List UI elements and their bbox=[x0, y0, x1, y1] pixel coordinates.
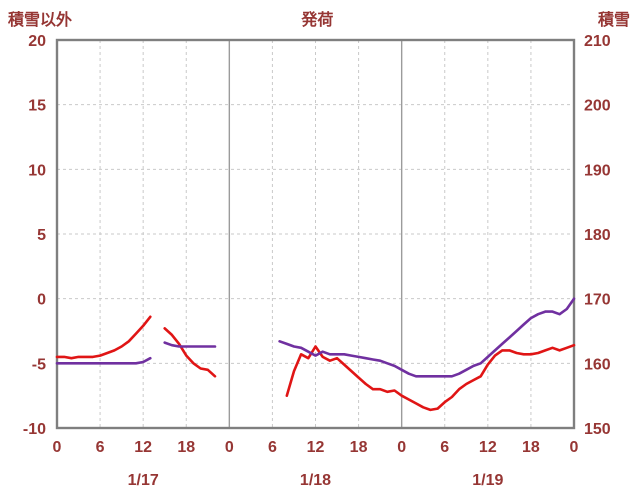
y-axis-label-right: 150 bbox=[584, 421, 611, 438]
series-line-purple-right-axis bbox=[55, 297, 576, 378]
x-axis-label: 12 bbox=[479, 439, 497, 456]
x-axis-label: 6 bbox=[440, 439, 449, 456]
y-axis-label-left: 5 bbox=[37, 227, 46, 244]
x-axis-label: 6 bbox=[96, 439, 105, 456]
day-label: 1/18 bbox=[300, 472, 331, 489]
x-axis-label: 0 bbox=[570, 439, 579, 456]
x-axis-label: 12 bbox=[307, 439, 325, 456]
y-axis-label-left: -10 bbox=[23, 421, 46, 438]
x-axis-label: 6 bbox=[268, 439, 277, 456]
y-axis-label-right: 190 bbox=[584, 162, 611, 179]
x-axis-label: 12 bbox=[134, 439, 152, 456]
y-axis-label-right: 180 bbox=[584, 227, 611, 244]
chart-title: 発荷 bbox=[301, 12, 334, 29]
x-axis-label: 0 bbox=[225, 439, 234, 456]
y-axis-label-left: -5 bbox=[32, 356, 46, 373]
x-axis-label: 0 bbox=[397, 439, 406, 456]
y-axis-label-right: 170 bbox=[584, 292, 611, 309]
day-label: 1/17 bbox=[128, 472, 159, 489]
day-label: 1/19 bbox=[472, 472, 503, 489]
y-axis-label-left: 20 bbox=[28, 33, 46, 50]
series-line-red-left-axis bbox=[55, 315, 576, 412]
y-axis-label-left: 15 bbox=[28, 98, 46, 115]
y-axis-label-left: 10 bbox=[28, 162, 46, 179]
y-axis-label-left: 0 bbox=[37, 292, 46, 309]
x-axis-label: 0 bbox=[53, 439, 62, 456]
x-axis-label: 18 bbox=[177, 439, 195, 456]
y-axis-label-right: 160 bbox=[584, 356, 611, 373]
y-axis-label-right: 200 bbox=[584, 98, 611, 115]
x-axis-label: 18 bbox=[350, 439, 368, 456]
plot-border bbox=[55, 38, 576, 430]
x-axis-label: 18 bbox=[522, 439, 540, 456]
y-axis-label-right: 210 bbox=[584, 33, 611, 50]
left-axis-title: 積雪以外 bbox=[8, 12, 73, 29]
right-axis-title: 積雪 bbox=[597, 12, 630, 29]
